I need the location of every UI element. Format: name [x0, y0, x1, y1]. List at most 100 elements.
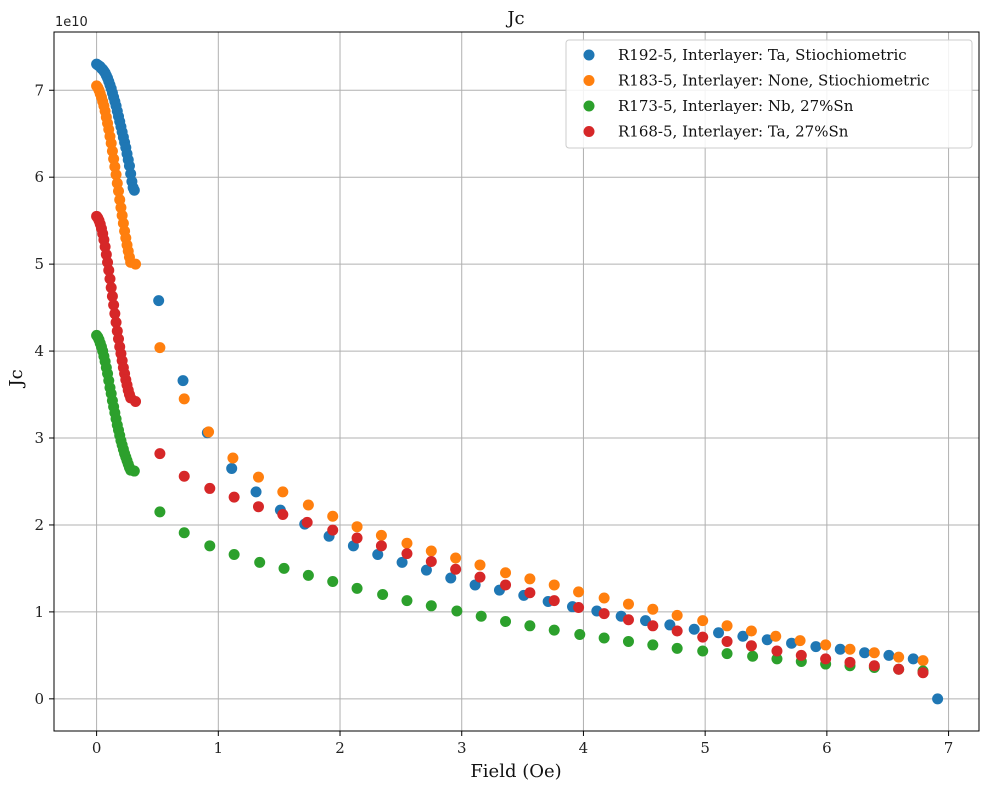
data-point: [109, 308, 121, 320]
data-point: [130, 395, 142, 407]
data-point: [932, 693, 944, 705]
data-point: [204, 540, 216, 552]
data-point: [671, 625, 683, 637]
data-point: [178, 470, 190, 482]
data-point: [598, 608, 610, 620]
y-tick-label: 4: [34, 342, 44, 360]
data-point: [154, 506, 166, 518]
legend-label: R173-5, Interlayer: Nb, 27%Sn: [618, 97, 854, 115]
y-tick-label: 7: [34, 81, 44, 99]
data-point: [721, 648, 733, 660]
data-point: [794, 635, 806, 647]
data-point: [770, 630, 782, 642]
data-point: [351, 582, 363, 594]
x-axis-ticks: 0 1 2 3 4 5 6 7: [92, 731, 954, 757]
data-point: [351, 532, 363, 544]
data-point: [420, 564, 432, 576]
data-point: [178, 393, 190, 405]
legend-box: [565, 39, 973, 149]
data-point: [372, 549, 384, 561]
data-point: [573, 602, 585, 614]
data-point: [375, 540, 387, 552]
data-point: [450, 552, 462, 564]
data-point: [128, 184, 140, 196]
data-point: [108, 299, 120, 311]
data-point: [110, 169, 122, 181]
data-point: [130, 258, 142, 270]
data-point: [883, 649, 895, 661]
data-point: [917, 655, 929, 667]
data-point: [277, 486, 289, 498]
data-point: [375, 529, 387, 541]
data-point: [820, 653, 832, 665]
data-point: [868, 660, 880, 672]
data-point: [697, 615, 709, 627]
data-point: [844, 643, 856, 655]
data-point: [524, 587, 536, 599]
data-point: [106, 290, 118, 302]
data-point: [301, 516, 313, 528]
data-point: [524, 620, 536, 632]
legend: R192-5, Interlayer: Ta, Stiochiometric R1…: [565, 39, 973, 149]
data-point: [647, 603, 659, 615]
series-4: [91, 210, 929, 679]
data-point: [771, 645, 783, 657]
y-tick-label: 1: [34, 603, 44, 621]
data-point: [548, 579, 560, 591]
data-point: [425, 600, 437, 612]
y-tick-label: 2: [34, 516, 44, 534]
data-point: [113, 185, 125, 197]
data-point: [810, 641, 822, 653]
series-2: [91, 80, 929, 667]
data-point: [713, 627, 725, 639]
data-point: [228, 491, 240, 503]
data-point: [302, 499, 314, 511]
data-points: [91, 58, 944, 705]
y-axis-label: Jc: [6, 369, 27, 388]
data-point: [647, 620, 659, 632]
data-point: [327, 524, 339, 536]
data-point: [868, 647, 880, 659]
data-point: [761, 634, 773, 646]
data-point: [154, 448, 166, 460]
data-point: [277, 509, 289, 521]
legend-label: R168-5, Interlayer: Ta, 27%Sn: [618, 123, 849, 141]
data-point: [688, 623, 700, 635]
data-point: [377, 589, 389, 601]
data-point: [396, 556, 408, 568]
data-point: [178, 527, 190, 539]
data-point: [671, 609, 683, 621]
data-point: [327, 575, 339, 587]
legend-marker: [583, 100, 595, 112]
data-point: [445, 572, 457, 584]
data-point: [671, 642, 683, 654]
data-point: [252, 501, 264, 513]
data-point: [128, 465, 140, 477]
y-tick-label: 0: [34, 690, 44, 708]
data-point: [786, 637, 798, 649]
data-point: [451, 605, 463, 617]
data-point: [500, 567, 512, 579]
chart-title: Jc: [505, 8, 524, 29]
data-point: [622, 635, 634, 647]
data-point: [425, 555, 437, 567]
data-point: [401, 548, 413, 560]
x-tick-label: 7: [944, 739, 954, 757]
data-point: [771, 653, 783, 665]
data-point: [697, 631, 709, 643]
data-point: [664, 619, 676, 631]
x-tick-label: 6: [822, 739, 832, 757]
x-axis-label: Field (Oe): [470, 761, 561, 782]
data-point: [747, 650, 759, 662]
legend-marker: [583, 75, 595, 86]
data-point: [500, 615, 512, 627]
data-point: [907, 653, 919, 665]
data-point: [721, 635, 733, 647]
data-point: [820, 639, 832, 651]
y-axis-ticks: 0 1 2 3 4 5 6 7: [34, 81, 54, 708]
data-point: [834, 643, 846, 655]
x-tick-label: 1: [214, 739, 224, 757]
data-point: [721, 620, 733, 632]
data-point: [475, 610, 487, 622]
data-point: [425, 545, 437, 557]
